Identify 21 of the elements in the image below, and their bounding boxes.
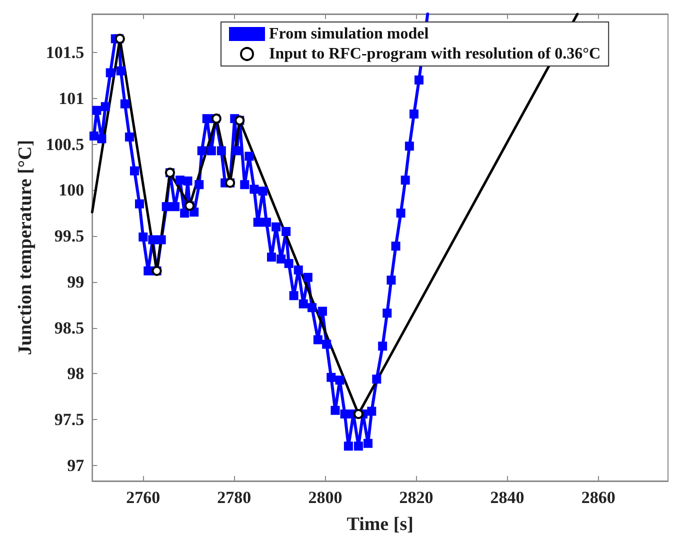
y-tick-label: 97 [67, 456, 85, 475]
x-tick-label: 2780 [217, 488, 252, 507]
y-tick-label: 101 [58, 88, 84, 108]
x-axis-title: Time [s] [346, 514, 414, 535]
y-tick-label: 100.5 [46, 134, 84, 154]
x-tick-label: 2800 [308, 488, 342, 507]
y-tick-label: 97.5 [54, 410, 84, 430]
y-tick-label: 99 [67, 272, 84, 292]
y-tick-label: 99.5 [54, 226, 84, 246]
x-tick-label: 2760 [126, 488, 160, 507]
y-tick-label: 101.5 [46, 43, 84, 62]
x-tick-label: 2840 [490, 488, 524, 507]
y-tick-label: 98 [67, 364, 84, 384]
legend-label: Input to RFC-program with resolution of 0.36°C [269, 46, 601, 62]
legend-label: From simulation model [269, 26, 430, 42]
y-axis-title: Junction temperature [°C] [15, 140, 36, 356]
y-tick-label: 98.5 [54, 318, 84, 338]
x-tick-label: 2820 [399, 488, 434, 507]
point [353, 409, 364, 420]
x-tick-label: 2860 [581, 488, 616, 507]
y-tick-label: 100 [58, 180, 84, 200]
